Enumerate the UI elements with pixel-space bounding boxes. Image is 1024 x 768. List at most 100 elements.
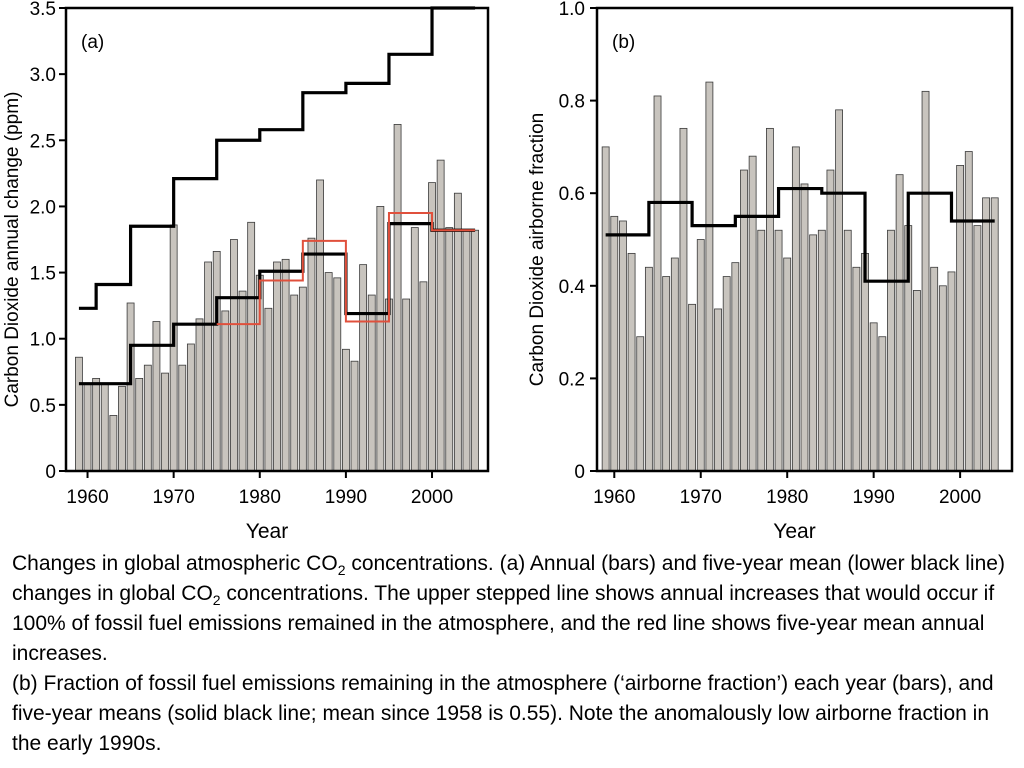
figure-caption: Changes in global atmospheric CO2 concen… [12, 549, 1017, 759]
bar [393, 124, 402, 472]
bar [247, 221, 256, 472]
x-tick-label: 1970 [680, 487, 722, 508]
y-tick-label: 0.5 [30, 396, 56, 417]
bar [679, 127, 688, 472]
y-tick-label: 3.5 [30, 0, 56, 20]
y-tick-label: 1.0 [30, 330, 56, 351]
x-tick-label: 1990 [853, 487, 895, 508]
caption-paragraph-a: Changes in global atmospheric CO2 concen… [12, 549, 1017, 669]
bar [878, 336, 887, 472]
bar [324, 272, 333, 472]
series-step-line-1 [605, 186, 995, 283]
bar [273, 261, 281, 472]
bar [990, 197, 999, 472]
bar [688, 303, 697, 472]
bar [938, 285, 947, 472]
bar [956, 165, 965, 472]
y-axis-label: Carbon Dioxide airborne fraction [527, 113, 548, 387]
caption-subscript-1: 2 [337, 562, 346, 579]
panel-label: (a) [81, 32, 104, 53]
bar [471, 229, 479, 472]
bar [982, 197, 990, 472]
bar [402, 298, 411, 472]
bar [359, 264, 368, 472]
bar [385, 298, 393, 472]
bar [92, 377, 101, 472]
bar [186, 343, 195, 472]
bar [290, 294, 299, 472]
bar [610, 215, 619, 472]
bar [75, 356, 83, 472]
y-tick-label: 0 [45, 462, 56, 483]
bar [376, 206, 385, 472]
bar [143, 364, 152, 472]
caption-text-3: concentrations. The upper stepped line s… [12, 582, 995, 665]
bar [135, 377, 144, 472]
bar [204, 261, 213, 472]
bar [861, 252, 869, 472]
bar [178, 364, 187, 472]
bar [341, 348, 350, 472]
bar [800, 183, 809, 472]
bar [705, 81, 714, 472]
bar [817, 229, 826, 472]
bar [921, 90, 930, 472]
panel-a: 1960 1970 1980 1990 2000 0 0.5 1.0 1.5 2.0 2.5 3.0 3… [2, 0, 490, 543]
x-tick-label: 1960 [66, 487, 108, 508]
y-tick-label: 0 [574, 462, 585, 483]
caption-paragraph-b: (b) Fraction of fossil fuel emissions re… [12, 672, 994, 755]
bar [118, 385, 126, 472]
bar [912, 290, 921, 472]
bar [895, 174, 904, 472]
bar [809, 234, 818, 472]
bar [930, 266, 939, 472]
y-tick-label: 2.5 [30, 131, 56, 152]
bar [83, 383, 92, 472]
y-tick-label: 0.8 [559, 92, 585, 113]
plot-frame [64, 6, 490, 473]
y-axis-label: Carbon Dioxide annual change (ppm) [2, 92, 23, 408]
y-tick-label: 1.5 [30, 264, 56, 285]
x-tick-label: 2000 [411, 487, 453, 508]
x-tick-label: 1990 [325, 487, 367, 508]
bar [696, 239, 705, 472]
bar [100, 383, 109, 472]
caption-subscript-2: 2 [212, 592, 221, 609]
bar [670, 257, 679, 472]
x-tick-label: 1970 [153, 487, 195, 508]
bar [264, 307, 273, 472]
bar [835, 109, 843, 472]
bar [644, 266, 653, 472]
bar [627, 252, 636, 472]
bar [126, 302, 135, 472]
bar [350, 360, 359, 472]
bar [852, 266, 861, 472]
bar [973, 225, 982, 472]
caption-text-1: Changes in global atmospheric CO [12, 552, 338, 575]
bar [333, 277, 342, 472]
bar [722, 276, 731, 472]
bar [653, 95, 662, 472]
x-tick-label: 1980 [239, 487, 281, 508]
bar [298, 286, 307, 472]
bar [436, 159, 445, 472]
panel-b: 1960 1970 1980 1990 2000 0 0.2 0.4 0.6 0.8 1.0 Year… [527, 0, 1014, 543]
bar [161, 372, 169, 472]
bar [766, 127, 774, 472]
bar [419, 281, 428, 472]
bar [212, 251, 221, 472]
bar [230, 239, 238, 472]
bar [662, 276, 671, 472]
bar [445, 227, 454, 472]
bar [843, 229, 852, 472]
bar [636, 336, 645, 472]
x-tick-label: 2000 [939, 487, 981, 508]
bar [826, 169, 835, 472]
bar [774, 229, 783, 472]
y-tick-label: 0.6 [559, 184, 585, 205]
bar [748, 155, 757, 472]
bar [887, 229, 895, 472]
y-tick-label: 1.0 [559, 0, 585, 20]
y-tick-label: 0.4 [559, 277, 586, 298]
series-step-line-3 [216, 212, 476, 326]
